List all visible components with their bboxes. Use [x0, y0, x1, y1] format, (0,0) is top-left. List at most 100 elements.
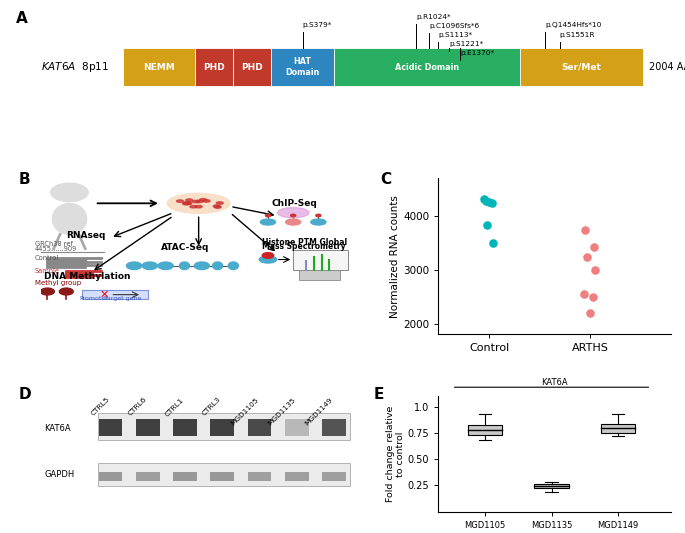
Text: B: B — [19, 172, 31, 187]
Text: Control: Control — [35, 255, 59, 261]
Bar — [299, 270, 340, 280]
Bar — [136, 472, 160, 481]
Circle shape — [51, 183, 88, 202]
Bar — [271, 48, 334, 86]
Ellipse shape — [228, 262, 238, 270]
Ellipse shape — [260, 219, 275, 225]
Text: CTRL1: CTRL1 — [164, 397, 185, 417]
Point — [582, 253, 593, 262]
Bar — [195, 48, 234, 86]
Text: DNA Methylation: DNA Methylation — [45, 272, 131, 281]
Bar — [234, 48, 271, 86]
Ellipse shape — [311, 219, 326, 225]
Bar — [334, 48, 520, 86]
Point — [480, 197, 491, 205]
Ellipse shape — [192, 200, 199, 203]
Bar — [136, 419, 160, 435]
Bar — [98, 413, 350, 440]
Ellipse shape — [260, 256, 277, 263]
Ellipse shape — [277, 208, 309, 218]
Ellipse shape — [213, 205, 220, 207]
Ellipse shape — [52, 203, 87, 235]
Bar — [248, 419, 271, 435]
Point — [589, 243, 600, 252]
Text: MGD1105: MGD1105 — [229, 397, 260, 426]
Point — [482, 221, 493, 229]
Text: KAT6A: KAT6A — [542, 378, 568, 387]
Text: MGD1135: MGD1135 — [267, 397, 297, 426]
Text: CTRL3: CTRL3 — [201, 397, 222, 417]
Text: D: D — [19, 387, 32, 402]
Ellipse shape — [167, 193, 230, 213]
Bar — [468, 425, 502, 435]
Bar — [293, 250, 348, 270]
Point — [486, 199, 497, 207]
Text: 4455......909: 4455......909 — [35, 246, 77, 252]
Text: NEMM: NEMM — [143, 63, 175, 71]
Text: Methyl group: Methyl group — [35, 280, 81, 286]
Bar — [173, 419, 197, 435]
Bar — [534, 483, 569, 488]
Text: p.S1221*: p.S1221* — [449, 41, 484, 47]
Text: PHD: PHD — [241, 63, 263, 71]
Text: Ser/Met: Ser/Met — [562, 63, 601, 71]
Point — [479, 195, 490, 204]
Y-axis label: Normalized RNA counts: Normalized RNA counts — [390, 195, 401, 318]
Text: $\it{KAT6A}$  8p11: $\it{KAT6A}$ 8p11 — [41, 60, 109, 74]
Text: E: E — [373, 387, 384, 402]
Text: Target gene: Target gene — [104, 296, 142, 302]
Text: Mass Spectrometry: Mass Spectrometry — [262, 243, 345, 252]
Ellipse shape — [216, 202, 223, 204]
Y-axis label: Fold change relative
to control: Fold change relative to control — [386, 406, 405, 502]
Text: GAPDH: GAPDH — [45, 470, 75, 479]
Point — [588, 293, 599, 302]
Bar — [248, 472, 271, 481]
Text: p.E1370*: p.E1370* — [460, 50, 495, 56]
Circle shape — [266, 214, 271, 217]
Ellipse shape — [199, 199, 207, 201]
Ellipse shape — [286, 219, 301, 225]
Text: Me: Me — [262, 253, 271, 258]
Bar — [285, 472, 309, 481]
Bar — [285, 419, 309, 435]
Ellipse shape — [158, 262, 173, 270]
Ellipse shape — [212, 262, 223, 270]
Point — [590, 265, 601, 274]
Text: ✕: ✕ — [99, 290, 109, 300]
Ellipse shape — [182, 203, 190, 205]
Text: ChIP-Seq: ChIP-Seq — [271, 199, 317, 208]
Ellipse shape — [190, 205, 197, 208]
Bar — [123, 48, 195, 86]
Point — [579, 289, 590, 298]
Ellipse shape — [177, 200, 184, 203]
Bar — [323, 472, 346, 481]
Text: p.S1113*: p.S1113* — [438, 32, 472, 38]
Ellipse shape — [214, 206, 221, 208]
Text: HAT
Domain: HAT Domain — [286, 58, 320, 77]
Circle shape — [262, 253, 273, 259]
Bar — [99, 472, 122, 481]
Text: PHD: PHD — [203, 63, 225, 71]
Ellipse shape — [196, 200, 203, 203]
Bar — [520, 48, 643, 86]
Ellipse shape — [203, 200, 210, 202]
Text: CTRL5: CTRL5 — [90, 397, 110, 417]
Text: CTRL6: CTRL6 — [127, 397, 148, 417]
Ellipse shape — [186, 199, 192, 201]
Ellipse shape — [185, 202, 192, 205]
Ellipse shape — [195, 262, 210, 270]
Text: RNAseq: RNAseq — [66, 231, 105, 240]
Bar — [82, 290, 148, 300]
Text: Histone PTM Global: Histone PTM Global — [262, 238, 347, 247]
Bar — [210, 419, 234, 435]
Text: Sample: Sample — [35, 268, 60, 274]
Ellipse shape — [195, 205, 202, 208]
Text: ATAC-Seq: ATAC-Seq — [161, 243, 209, 252]
Point — [488, 239, 499, 247]
Point — [484, 198, 495, 206]
Text: p.C1096Sfs*6: p.C1096Sfs*6 — [429, 23, 480, 29]
Circle shape — [60, 288, 73, 295]
Bar — [98, 463, 350, 486]
Ellipse shape — [127, 262, 142, 270]
Text: A: A — [16, 11, 27, 26]
